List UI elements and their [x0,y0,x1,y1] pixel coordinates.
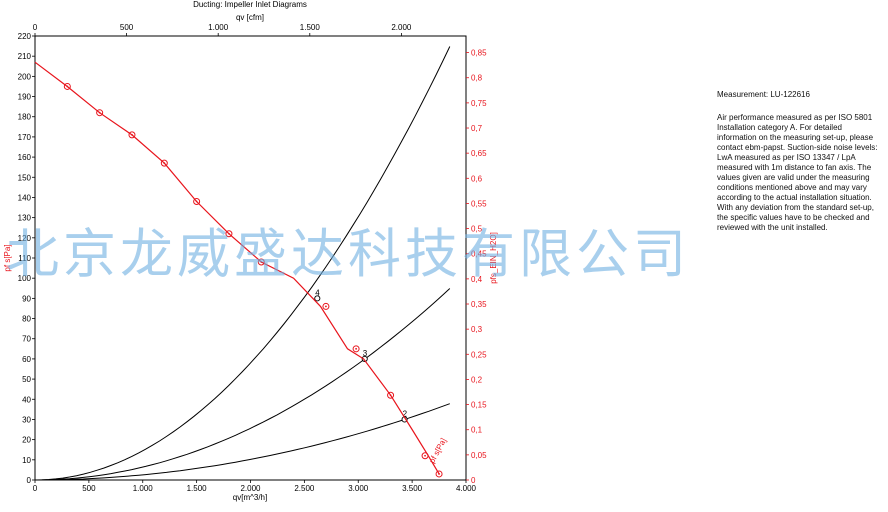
system-curve-3 [34,288,451,481]
right-axis-tick-label: 0,55 [471,199,487,208]
left-axis-tick-label: 150 [18,173,32,182]
right-axis-tick-label: 0,3 [471,325,483,334]
right-axis-tick-label: 0,75 [471,99,487,108]
left-axis-tick-label: 20 [22,436,31,445]
fan-curve-marker-dot [325,305,327,308]
bottom-axis-title: qv[m^3/h] [233,493,267,502]
fan-curve-marker-dot [66,85,69,88]
fan-curve-marker [257,258,265,266]
top-axis-tick-label: 1.000 [208,23,229,32]
left-axis-tick-label: 50 [22,375,31,384]
left-axis-tick-label: 90 [22,294,31,303]
bottom-axis-tick-label: 3.500 [402,484,423,493]
right-axis-tick-label: 0,65 [471,149,487,158]
left-axis-tick-label: 80 [22,315,31,324]
left-axis-tick-label: 200 [18,72,32,81]
right-axis-tick-label: 0,45 [471,250,487,259]
system-curve-4 [34,46,451,481]
top-axis-tick-label: 1.500 [300,23,321,32]
left-axis-tick-label: 100 [18,274,32,283]
left-axis-tick-label: 70 [22,335,31,344]
left-axis-tick-label: 180 [18,113,32,122]
left-axis-title: pf s[Pa] [3,244,12,271]
fan-curve-marker [193,197,201,205]
measurement-notes: Measurement: LU-122616 Air performance m… [717,90,882,233]
left-axis-tick-label: 140 [18,193,32,202]
fan-curve-marker-dot [424,454,426,457]
measurement-id: Measurement: LU-122616 [717,90,810,99]
system-curve-2 [35,403,450,481]
left-axis-tick-label: 10 [22,456,31,465]
fan-curve-line [34,61,440,475]
right-axis-tick-label: 0,2 [471,375,483,384]
fan-curve-marker-dot [438,473,440,475]
left-axis-tick-label: 220 [18,32,32,41]
fan-curve-marker [160,159,168,167]
fan-curve-marker-dot [98,111,101,114]
bottom-axis-tick-label: 2.000 [240,484,261,493]
right-axis-tick-label: 0,85 [471,49,487,58]
fan-curve-label: pf s[Pa] [427,437,448,465]
fan-curve-marker-dot [389,394,392,397]
fan-curve-marker [322,302,330,310]
fan-curve-marker-dot [355,347,357,350]
bottom-axis-tick-label: 1.500 [187,484,208,493]
left-axis-tick-label: 130 [18,214,32,223]
right-axis-tick-label: 0,1 [471,426,483,435]
top-axis-title: qv [cfm] [236,13,264,22]
fan-curve-marker [128,131,136,139]
fan-curve-marker-dot [228,232,230,235]
left-axis-tick-label: 210 [18,52,32,61]
right-axis-tick-label: 0,15 [471,401,487,410]
left-axis-tick-label: 190 [18,93,32,102]
bottom-axis-tick-label: 500 [82,484,96,493]
operating-point-label: 2 [403,409,408,418]
right-axis-tick-label: 0,05 [471,451,487,460]
operating-point-label: 3 [363,349,368,358]
right-axis-tick-label: 0,5 [471,225,483,234]
right-axis-tick-label: 0,25 [471,350,487,359]
top-axis-tick-label: 2.000 [391,23,412,32]
fan-curve-marker [63,82,71,90]
right-axis-tick-label: 0,35 [471,300,487,309]
left-axis-tick-label: 170 [18,133,32,142]
fan-curve-marker [387,391,395,399]
fan-curve-marker-dot [260,261,263,263]
fan-curve-marker [435,470,443,478]
fan-curve-marker-dot [131,133,133,136]
right-axis-tick-label: 0,8 [471,74,483,83]
operating-point-4 [314,295,321,302]
operating-point-label: 4 [315,288,320,297]
right-axis-tick-label: 0 [471,476,476,485]
fan-curve-marker [96,109,104,117]
right-axis-tick-label: 0,6 [471,174,483,183]
fan-curve-marker-dot [195,200,198,203]
bottom-axis-tick-label: 4.000 [456,484,477,493]
left-axis-tick-label: 160 [18,153,32,162]
bottom-axis-tick-label: 3.000 [348,484,369,493]
left-axis-tick-label: 30 [22,415,31,424]
bottom-axis-tick-label: 0 [33,484,38,493]
fan-curve-marker [225,230,233,238]
left-axis-tick-label: 120 [18,234,32,243]
left-axis-tick-label: 0 [27,476,32,485]
top-axis-tick-label: 0 [33,23,38,32]
top-axis-tick-label: 500 [120,23,134,32]
right-axis-title: pfs_EIN_H2O] [489,232,498,284]
fan-curve-marker [352,345,360,353]
bottom-axis-tick-label: 2.500 [294,484,315,493]
fan-curve-marker [421,452,429,460]
right-axis-tick-label: 0,7 [471,124,483,133]
left-axis-tick-label: 60 [22,355,31,364]
right-axis-tick-label: 0,4 [471,275,483,284]
measurement-description: Air performance measured as per ISO 5801… [717,113,878,232]
operating-point-3 [361,355,368,362]
left-axis-tick-label: 110 [18,254,31,263]
fan-curve-marker-dot [163,162,166,165]
bottom-axis-tick-label: 1.000 [133,484,154,493]
chart-small-title: Ducting: Impeller Inlet Diagrams [193,0,307,9]
left-axis-tick-label: 40 [22,395,31,404]
